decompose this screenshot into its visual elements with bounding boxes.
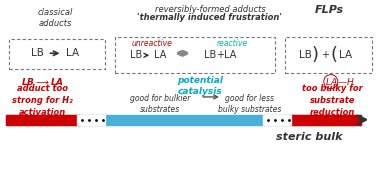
- Text: ): ): [312, 46, 319, 64]
- Text: LB: LB: [299, 50, 312, 60]
- Text: +: +: [216, 50, 224, 60]
- Text: LA: LA: [66, 48, 79, 58]
- FancyBboxPatch shape: [115, 37, 275, 73]
- FancyBboxPatch shape: [9, 39, 105, 69]
- Bar: [6, 115, 361, 125]
- Text: too bulky for
substrate
reduction: too bulky for substrate reduction: [302, 84, 363, 117]
- Text: $\mathit{LA}$: $\mathit{LA}$: [324, 76, 337, 87]
- Text: (: (: [331, 46, 338, 64]
- Text: 'thermally induced frustration': 'thermally induced frustration': [138, 13, 282, 22]
- Bar: [263, 115, 291, 125]
- Bar: [6, 115, 81, 125]
- Text: FLPs: FLPs: [315, 5, 344, 15]
- Bar: [77, 115, 105, 125]
- Text: LB: LB: [31, 48, 44, 58]
- Text: steric bulk: steric bulk: [276, 132, 343, 142]
- Text: unreactive: unreactive: [132, 39, 173, 48]
- Text: LB: LB: [204, 50, 216, 60]
- Text: LA: LA: [154, 50, 166, 60]
- Text: $\mathit{—H}$: $\mathit{—H}$: [338, 76, 355, 87]
- FancyBboxPatch shape: [285, 37, 372, 73]
- Text: LB$\longrightarrow$LA: LB$\longrightarrow$LA: [21, 76, 64, 87]
- Text: +: +: [322, 50, 330, 60]
- Text: potential
catalysis: potential catalysis: [177, 76, 223, 96]
- Text: LA: LA: [224, 50, 236, 60]
- Bar: [290, 115, 361, 125]
- Text: classical
adducts: classical adducts: [38, 8, 73, 28]
- Text: LA: LA: [339, 50, 352, 60]
- Text: LB: LB: [130, 50, 143, 60]
- Text: reactive: reactive: [216, 39, 248, 48]
- Text: good for bulkier
substrates: good for bulkier substrates: [130, 94, 190, 114]
- Text: good for less
bulky substrates: good for less bulky substrates: [218, 94, 282, 114]
- Text: adduct too
strong for H₂
activation: adduct too strong for H₂ activation: [12, 84, 73, 117]
- Text: reversibly-formed adducts: reversibly-formed adducts: [155, 5, 265, 14]
